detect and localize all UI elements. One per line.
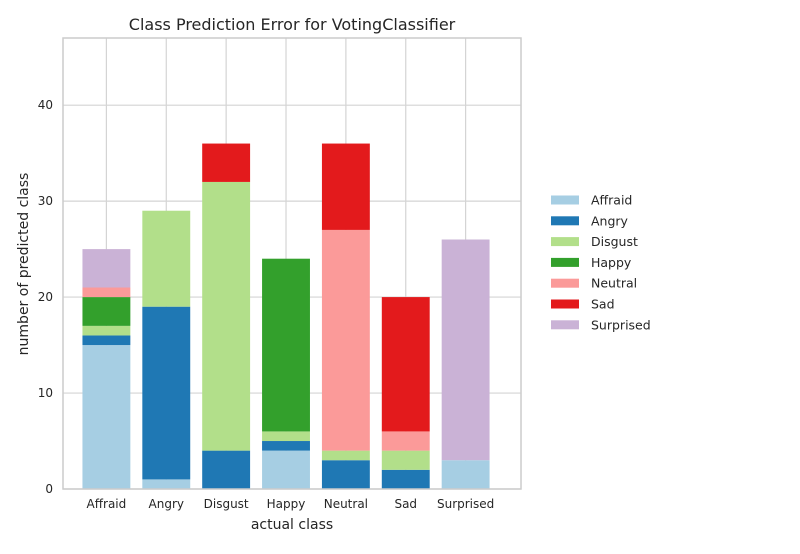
bar-segment-sad-sad — [381, 297, 430, 432]
plot-border — [62, 37, 522, 490]
bar-segment-happy-affraid — [262, 450, 310, 489]
legend-swatch-surprised — [551, 320, 579, 330]
legend-label-angry: Angry — [591, 213, 629, 228]
bar-segment-neutral-sad — [321, 143, 370, 230]
x-tick-label: Sad — [394, 497, 417, 511]
bar-segment-surprised-surprised — [441, 239, 490, 461]
legend-swatch-sad — [551, 299, 579, 309]
legend-label-happy: Happy — [591, 255, 632, 270]
x-tick-label: Affraid — [87, 497, 127, 511]
x-tick-label: Surprised — [437, 497, 494, 511]
bar-segment-disgust-sad — [202, 143, 251, 182]
bar-segment-surprised-affraid — [441, 460, 490, 489]
bar-segment-angry-disgust — [142, 210, 191, 307]
y-tick-label: 0 — [45, 482, 53, 496]
legend-label-surprised: Surprised — [591, 317, 651, 332]
bar-segment-angry-angry — [142, 306, 191, 480]
bar-segment-happy-happy — [262, 258, 310, 432]
y-axis-label: number of predicted class — [16, 173, 32, 356]
chart-title: Class Prediction Error for VotingClassif… — [129, 15, 456, 34]
bar-segment-affraid-affraid — [82, 345, 131, 489]
plot-frame — [62, 37, 522, 490]
legend-swatch-disgust — [551, 237, 579, 247]
bar-segment-happy-disgust — [262, 431, 310, 442]
bar-segment-sad-disgust — [381, 450, 430, 470]
legend-label-affraid: Affraid — [591, 193, 632, 208]
legend: Affraid Angry Disgust Happy Neutral Sad Surpri… — [551, 193, 651, 332]
bar-segment-neutral-angry — [321, 460, 370, 489]
x-tick-label: Happy — [267, 497, 306, 511]
bar-segment-affraid-happy — [82, 297, 131, 326]
bar-segment-affraid-neutral — [82, 287, 131, 298]
tick-labels: 0 10 20 30 40 Affraid Angry Disgust Happy Neutral… — [38, 98, 495, 511]
legend-swatch-happy — [551, 257, 579, 267]
bar-segment-neutral-disgust — [321, 450, 370, 461]
bar-segment-disgust-angry — [202, 450, 251, 489]
x-tick-label: Disgust — [204, 497, 249, 511]
bar-segment-disgust-disgust — [202, 181, 251, 451]
bar-segment-sad-angry — [381, 469, 430, 489]
bar-segment-neutral-neutral — [321, 229, 370, 451]
legend-swatch-angry — [551, 216, 579, 226]
legend-label-neutral: Neutral — [591, 276, 637, 291]
bar-segment-sad-neutral — [381, 431, 430, 451]
bar-segment-happy-angry — [262, 441, 310, 451]
bar-segment-angry-affraid — [142, 479, 191, 489]
y-tick-label: 30 — [38, 194, 53, 208]
bar-segment-affraid-disgust — [82, 325, 131, 336]
y-tick-label: 20 — [38, 290, 53, 304]
x-axis-label: actual class — [251, 517, 333, 533]
y-tick-label: 10 — [38, 386, 53, 400]
legend-label-sad: Sad — [591, 297, 615, 312]
bar-segment-affraid-surprised — [82, 249, 131, 288]
legend-swatch-affraid — [551, 195, 579, 205]
legend-swatch-neutral — [551, 278, 579, 288]
bar-segment-affraid-angry — [82, 335, 131, 346]
legend-label-disgust: Disgust — [591, 234, 638, 249]
y-tick-label: 40 — [38, 98, 53, 112]
x-tick-label: Angry — [149, 497, 184, 511]
bars-layer — [82, 143, 490, 489]
x-tick-label: Neutral — [324, 497, 368, 511]
